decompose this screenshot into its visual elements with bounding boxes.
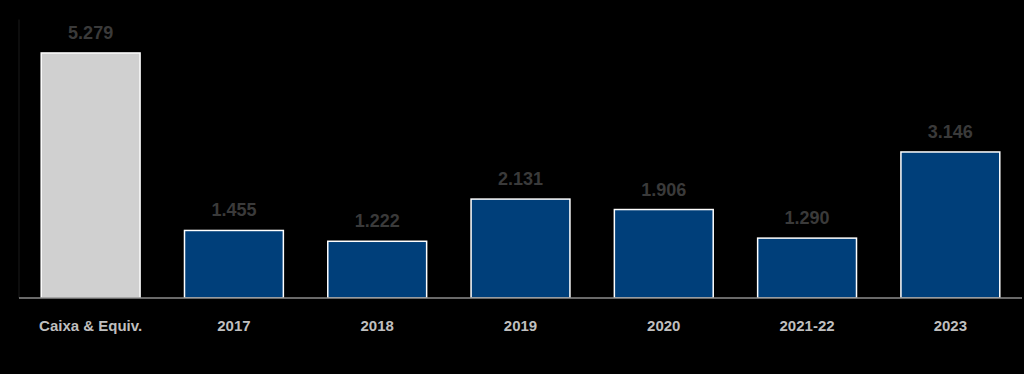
data-label: 1.222 <box>355 211 400 231</box>
x-tick-label: 2021-22 <box>780 317 835 334</box>
x-axis-line <box>19 297 1022 299</box>
data-label: 3.146 <box>928 122 973 142</box>
bar <box>471 199 570 298</box>
x-tick-label: 2019 <box>504 317 537 334</box>
x-tick-label: Caixa & Equiv. <box>39 317 142 334</box>
bar <box>328 241 427 298</box>
bar <box>758 238 857 298</box>
data-label: 1.290 <box>785 208 830 228</box>
bar <box>901 152 1000 298</box>
data-label: 1.455 <box>211 200 256 220</box>
x-tick-label: 2017 <box>217 317 250 334</box>
data-label: 2.131 <box>498 169 543 189</box>
bars <box>41 53 1000 298</box>
data-label: 5.279 <box>68 23 113 43</box>
data-label: 1.906 <box>641 180 686 200</box>
bar <box>184 230 283 298</box>
bar <box>614 210 713 298</box>
chart: 5.279 Caixa & Equiv. 1.455 2017 1.222 2018 2.1… <box>0 0 1024 374</box>
x-tick-label: 2018 <box>361 317 394 334</box>
x-tick-label: 2023 <box>934 317 967 334</box>
y-axis-line <box>19 20 20 299</box>
x-tick-label: 2020 <box>647 317 680 334</box>
labels: 5.279 Caixa & Equiv. 1.455 2017 1.222 2018 2.1… <box>39 23 973 334</box>
bar <box>41 53 140 298</box>
